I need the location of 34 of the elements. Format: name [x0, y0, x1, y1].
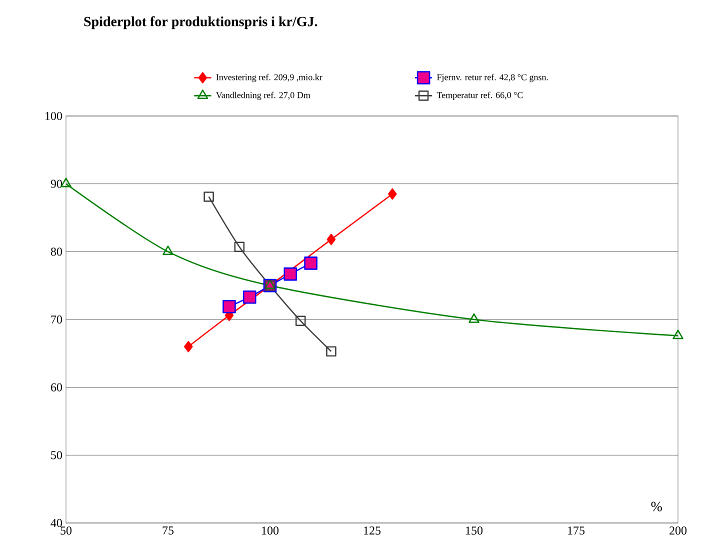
x-tick-label: 200	[670, 526, 687, 535]
x-tick-label: 175	[568, 526, 585, 535]
y-tick-label: 100	[46, 112, 62, 120]
point	[242, 290, 256, 304]
point	[222, 300, 236, 314]
y-tick-label: 40	[50, 518, 62, 528]
point	[204, 192, 214, 202]
y-tick-label: 70	[51, 315, 62, 324]
point	[672, 330, 684, 340]
x-axis-title: %	[651, 502, 662, 512]
point	[468, 313, 480, 323]
point	[234, 242, 245, 252]
y-tick-label: 50	[51, 451, 62, 460]
y-tick-label: 60	[50, 383, 62, 392]
point	[326, 346, 336, 357]
legend-label: Temperatur ref. 66,0 °C	[436, 92, 523, 100]
legend-label: Vandledning ref. 27,0 Dm	[216, 92, 310, 100]
point	[295, 316, 306, 326]
y-tick-label: 90	[50, 180, 62, 188]
point	[284, 267, 298, 281]
x-tick-label: 150	[466, 526, 483, 535]
chart-title: Spiderplot for produktionspris i kr/GJ.	[84, 16, 318, 30]
x-tick-label: 75	[162, 526, 174, 534]
x-tick-label: 50	[60, 526, 72, 535]
point	[326, 234, 336, 246]
point	[388, 188, 397, 200]
y-tick-label: 80	[50, 248, 62, 256]
legend-label: Fjernv. retur ref. 42,8 °C gnsn.	[437, 74, 548, 82]
point	[304, 256, 318, 270]
legend-label: Investering ref. 209,9 ,mio.kr	[216, 74, 322, 82]
x-tick-label: 125	[364, 526, 381, 535]
point	[184, 340, 193, 352]
x-tick-label: 100	[262, 526, 279, 535]
point	[162, 246, 174, 256]
